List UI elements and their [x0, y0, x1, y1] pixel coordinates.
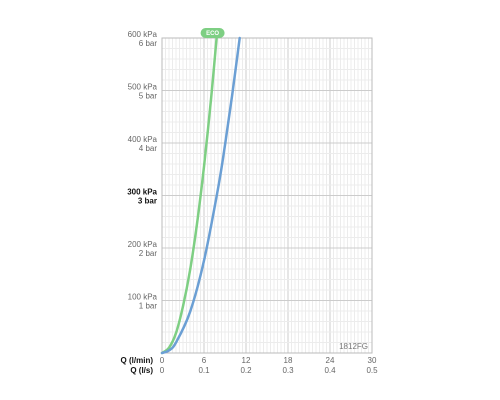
chart-curves: [160, 36, 241, 355]
plot-frame: [161, 37, 373, 354]
y-tick-kpa: 100 kPa: [128, 293, 158, 302]
y-tick-kpa: 300 kPa: [127, 188, 157, 197]
x-tick-ls: 0: [160, 366, 165, 375]
x-axis-title-lmin: Q (l/min): [121, 356, 154, 365]
y-tick-bar: 4 bar: [139, 144, 158, 153]
x-tick-ls: 0.3: [282, 366, 294, 375]
chart-grid: [162, 38, 372, 353]
x-tick-ls: 0.5: [366, 366, 378, 375]
chart-code-label: 1812FG: [339, 342, 368, 351]
y-tick-kpa: 600 kPa: [128, 30, 158, 39]
x-tick-lmin: 6: [202, 356, 207, 365]
x-tick-lmin: 24: [326, 356, 335, 365]
y-tick-bar: 6 bar: [139, 39, 158, 48]
x-tick-lmin: 18: [284, 356, 293, 365]
eco-badge-pill: [200, 28, 225, 38]
x-tick-lmin: 0: [160, 356, 165, 365]
y-tick-bar: 1 bar: [139, 302, 158, 311]
y-tick-bar: 3 bar: [138, 197, 157, 206]
eco-badge-label: ECO: [206, 31, 219, 37]
x-axis-labels: 00 60.1 120.2 180.3 240.4 300.5: [160, 356, 378, 375]
x-tick-lmin: 12: [242, 356, 251, 365]
x-tick-ls: 0.2: [240, 366, 252, 375]
x-axis-title-ls: Q (l/s): [130, 366, 153, 375]
y-tick-kpa: 200 kPa: [128, 240, 158, 249]
y-tick-bar: 2 bar: [139, 249, 158, 258]
x-tick-ls: 0.4: [324, 366, 336, 375]
y-tick-kpa: 400 kPa: [128, 135, 158, 144]
y-tick-bar: 5 bar: [139, 92, 158, 101]
x-tick-lmin: 30: [368, 356, 377, 365]
standard-curve: [160, 36, 241, 355]
eco-badge: ECO: [200, 28, 225, 38]
y-tick-kpa: 500 kPa: [128, 83, 158, 92]
eco-curve: [160, 36, 218, 355]
x-tick-ls: 0.1: [198, 366, 210, 375]
